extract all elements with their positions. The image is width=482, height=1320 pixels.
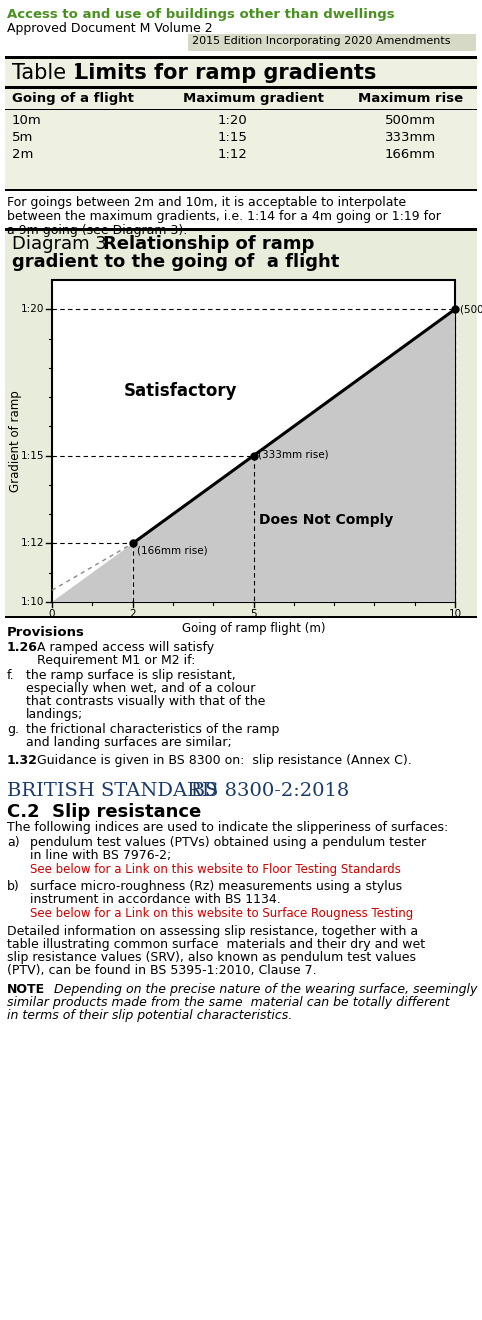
Text: 1:15: 1:15 xyxy=(218,131,248,144)
Text: Detailed information on assessing slip resistance, together with a: Detailed information on assessing slip r… xyxy=(7,925,418,939)
Text: Does Not Comply: Does Not Comply xyxy=(259,513,393,527)
Text: the frictional characteristics of the ramp: the frictional characteristics of the ra… xyxy=(26,723,280,737)
Bar xyxy=(5,55,477,191)
Text: instrument in accordance with BS 1134.: instrument in accordance with BS 1134. xyxy=(30,894,281,906)
Bar xyxy=(5,228,477,618)
Text: that contrasts visually with that of the: that contrasts visually with that of the xyxy=(26,696,266,708)
Text: 1.26: 1.26 xyxy=(7,642,38,653)
Bar xyxy=(52,280,455,602)
Text: Maximum gradient: Maximum gradient xyxy=(183,92,324,106)
Text: Requirement M1 or M2 if:: Requirement M1 or M2 if: xyxy=(37,653,195,667)
Text: Maximum rise: Maximum rise xyxy=(358,92,463,106)
Text: Relationship of ramp: Relationship of ramp xyxy=(103,235,314,253)
Text: Guidance is given in BS 8300 on:  slip resistance (Annex C).: Guidance is given in BS 8300 on: slip re… xyxy=(37,754,412,767)
Text: in line with BS 7976-2;: in line with BS 7976-2; xyxy=(30,849,171,862)
Text: 10m: 10m xyxy=(12,114,42,127)
Text: and landing surfaces are similar;: and landing surfaces are similar; xyxy=(26,737,232,748)
Polygon shape xyxy=(133,309,455,602)
Text: 5: 5 xyxy=(250,609,257,619)
Text: Diagram 3: Diagram 3 xyxy=(12,235,119,253)
Text: similar products made from the same  material can be totally different: similar products made from the same mate… xyxy=(7,997,450,1008)
Text: Access to and use of buildings other than dwellings: Access to and use of buildings other tha… xyxy=(7,8,395,21)
Text: 1:20: 1:20 xyxy=(21,305,44,314)
Polygon shape xyxy=(52,544,133,602)
Text: 0: 0 xyxy=(49,609,55,619)
Text: landings;: landings; xyxy=(26,708,83,721)
Text: 500mm: 500mm xyxy=(385,114,436,127)
Text: See below for a Link on this website to Floor Testing Standards: See below for a Link on this website to … xyxy=(30,863,401,876)
Text: 1:12: 1:12 xyxy=(21,539,44,548)
Text: 5m: 5m xyxy=(12,131,33,144)
Text: 1.32: 1.32 xyxy=(7,754,38,767)
Text: table illustrating common surface  materials and their dry and wet: table illustrating common surface materi… xyxy=(7,939,425,950)
Text: a 9m going (see Diagram 3).: a 9m going (see Diagram 3). xyxy=(7,224,187,238)
Text: Table 1: Table 1 xyxy=(12,63,99,83)
Text: 2015 Edition Incorporating 2020 Amendments: 2015 Edition Incorporating 2020 Amendmen… xyxy=(192,36,451,46)
Text: 333mm: 333mm xyxy=(385,131,436,144)
Text: surface micro-roughness (Rz) measurements using a stylus: surface micro-roughness (Rz) measurement… xyxy=(30,880,402,894)
Text: Satisfactory: Satisfactory xyxy=(124,383,238,400)
Text: Approved Document M Volume 2: Approved Document M Volume 2 xyxy=(7,22,213,36)
Text: 1:10: 1:10 xyxy=(21,597,44,607)
Bar xyxy=(188,34,476,51)
Text: For goings between 2m and 10m, it is acceptable to interpolate: For goings between 2m and 10m, it is acc… xyxy=(7,195,406,209)
Text: A ramped access will satisfy: A ramped access will satisfy xyxy=(37,642,214,653)
Text: C.2  Slip resistance: C.2 Slip resistance xyxy=(7,803,201,821)
Text: b): b) xyxy=(7,880,20,894)
Text: Limits for ramp gradients: Limits for ramp gradients xyxy=(75,63,376,83)
Text: (PTV), can be found in BS 5395-1:2010, Clause 7.: (PTV), can be found in BS 5395-1:2010, C… xyxy=(7,964,317,977)
Text: 1:20: 1:20 xyxy=(218,114,248,127)
Text: between the maximum gradients, i.e. 1:14 for a 4m going or 1:19 for: between the maximum gradients, i.e. 1:14… xyxy=(7,210,441,223)
Text: slip resistance values (SRV), also known as pendulum test values: slip resistance values (SRV), also known… xyxy=(7,950,416,964)
Text: Going of ramp flight (m): Going of ramp flight (m) xyxy=(182,622,325,635)
Text: pendulum test values (PTVs) obtained using a pendulum tester: pendulum test values (PTVs) obtained usi… xyxy=(30,836,426,849)
Text: BRITISH STANDARD: BRITISH STANDARD xyxy=(7,781,217,800)
Text: 1:15: 1:15 xyxy=(21,450,44,461)
Bar xyxy=(5,189,477,191)
Text: 2m: 2m xyxy=(12,148,33,161)
Text: BS 8300-2:2018: BS 8300-2:2018 xyxy=(172,781,349,800)
Text: gradient to the going of  a flight: gradient to the going of a flight xyxy=(12,253,339,271)
Text: (333mm rise): (333mm rise) xyxy=(257,450,328,459)
Text: Going of a flight: Going of a flight xyxy=(12,92,134,106)
Text: 1:12: 1:12 xyxy=(218,148,248,161)
Text: Gradient of ramp: Gradient of ramp xyxy=(10,391,23,492)
Text: Provisions: Provisions xyxy=(7,626,85,639)
Text: 10: 10 xyxy=(448,609,462,619)
Text: 166mm: 166mm xyxy=(385,148,436,161)
Text: g.: g. xyxy=(7,723,19,737)
Text: 2: 2 xyxy=(129,609,136,619)
Text: (500mm rise): (500mm rise) xyxy=(460,305,482,314)
Text: The following indices are used to indicate the slipperiness of surfaces:: The following indices are used to indica… xyxy=(7,821,448,834)
Text: the ramp surface is slip resistant,: the ramp surface is slip resistant, xyxy=(26,669,236,682)
Text: in terms of their slip potential characteristics.: in terms of their slip potential charact… xyxy=(7,1008,292,1022)
Text: especially when wet, and of a colour: especially when wet, and of a colour xyxy=(26,682,255,696)
Bar xyxy=(5,616,477,618)
Bar xyxy=(5,55,477,59)
Text: See below for a Link on this website to Surface Rougness Testing: See below for a Link on this website to … xyxy=(30,907,413,920)
Text: NOTE: NOTE xyxy=(7,983,45,997)
Bar xyxy=(5,86,477,88)
Text: f.: f. xyxy=(7,669,14,682)
Bar xyxy=(5,228,477,231)
Text: (166mm rise): (166mm rise) xyxy=(136,545,207,556)
Text: Depending on the precise nature of the wearing surface, seemingly: Depending on the precise nature of the w… xyxy=(38,983,477,997)
Text: a): a) xyxy=(7,836,20,849)
